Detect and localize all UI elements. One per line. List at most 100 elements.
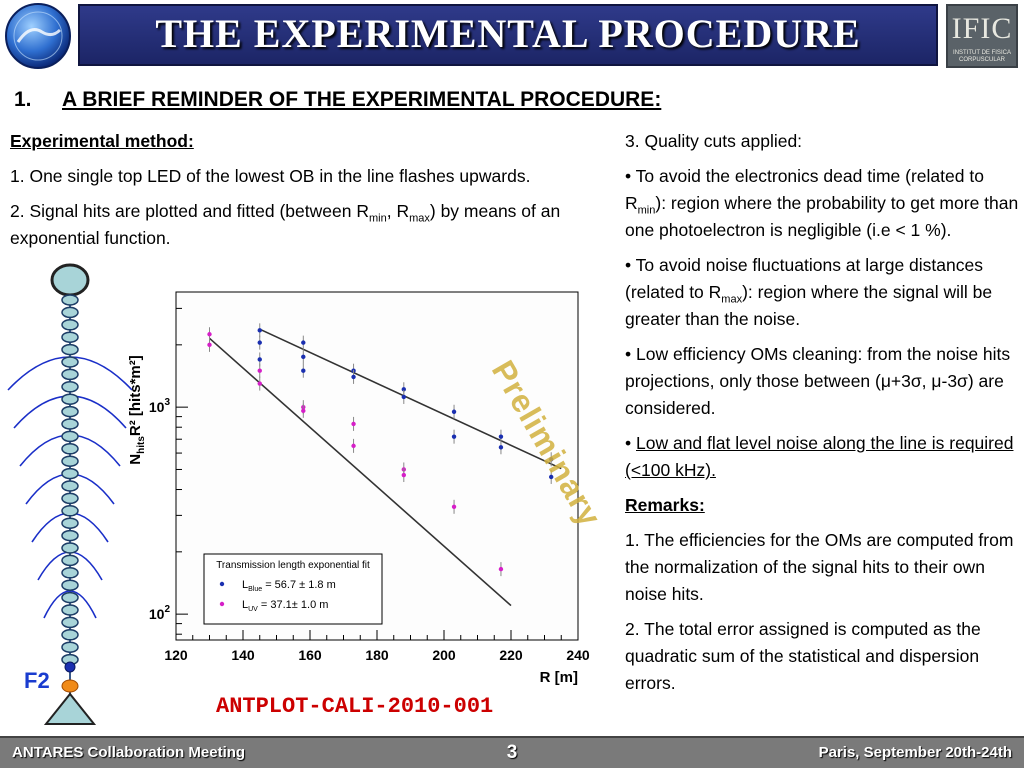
right-column: 3. Quality cuts applied: • To avoid the …	[625, 128, 1021, 705]
optical-module	[61, 319, 79, 331]
data-point-blue	[301, 354, 306, 360]
y-tick-label: 102	[149, 604, 171, 622]
optical-module	[61, 356, 79, 368]
data-point-blue	[498, 434, 504, 439]
optical-module	[61, 480, 79, 492]
data-point-blue	[351, 374, 356, 380]
legend-entry-uv: LUV = 37.1± 1.0 m	[242, 599, 328, 613]
data-point-blue	[257, 328, 262, 333]
footer-date: Paris, September 20th-24th	[818, 744, 1012, 761]
legend-entry-blue: LBlue = 56.7 ± 1.8 m	[242, 579, 336, 593]
optical-module	[61, 430, 79, 443]
x-axis-title: R [m]	[540, 669, 578, 686]
fit-line-blue	[259, 328, 562, 470]
section-heading: 1. A BRIEF REMINDER OF THE EXPERIMENTAL P…	[14, 88, 661, 112]
optical-module	[61, 393, 79, 405]
cut-noise-fluctuations: • To avoid noise fluctuations at large d…	[625, 255, 993, 329]
optical-module	[61, 554, 79, 567]
detector-line-diagram	[7, 263, 133, 725]
optical-module	[61, 306, 79, 319]
left-column: Experimental method: 1. One single top L…	[10, 128, 610, 260]
remark-1: 1. The efficiencies for the OMs are comp…	[625, 530, 1014, 604]
y-tick-label: 103	[149, 397, 171, 415]
data-point-uv	[207, 332, 212, 337]
cut-low-efficiency: • Low efficiency OMs cleaning: from the …	[625, 344, 1011, 418]
data-point-uv	[351, 443, 356, 449]
optical-module	[61, 505, 79, 517]
optical-module	[61, 542, 79, 554]
data-point-blue	[301, 340, 306, 345]
legend-marker-blue	[219, 581, 225, 587]
plot-reference: ANTPLOT-CALI-2010-001	[216, 694, 494, 719]
optical-module	[61, 381, 79, 393]
data-point-blue	[401, 394, 406, 400]
page-number: 3	[506, 742, 518, 763]
data-point-blue	[301, 368, 306, 373]
top-buoy	[50, 263, 90, 297]
bss-marker	[61, 679, 79, 693]
optical-module	[61, 455, 79, 467]
optical-module	[61, 405, 79, 418]
legend-box	[203, 553, 383, 625]
remark-2: 2. The total error assigned is computed …	[625, 619, 981, 693]
optical-module	[61, 591, 79, 604]
transmission-length-plot: 120 140 160 180 200 220 240 103 102 R [m] NhitsR² …	[127, 291, 590, 686]
data-point-uv	[451, 504, 457, 510]
data-point-blue	[549, 457, 554, 462]
legend-marker-uv	[219, 601, 225, 607]
optical-module	[61, 604, 79, 616]
x-tick-label: 240	[566, 647, 590, 663]
remarks-heading: Remarks:	[625, 495, 705, 515]
data-point-uv	[301, 408, 306, 414]
data-point-blue	[498, 445, 504, 450]
data-point-uv	[401, 472, 406, 478]
optical-module	[61, 517, 79, 529]
data-point-uv	[207, 342, 212, 348]
optical-module	[61, 467, 79, 480]
optical-module	[61, 529, 79, 542]
method-step-1: 1. One single top LED of the lowest OB i…	[10, 166, 531, 186]
data-point-uv	[257, 368, 262, 373]
quality-cuts-heading: 3. Quality cuts applied:	[625, 131, 803, 151]
optical-module	[61, 567, 79, 579]
optical-module	[61, 343, 79, 356]
ific-logo: IFIC INSTITUT DE FISICA CORPUSCULAR	[946, 4, 1018, 68]
optical-module	[61, 368, 79, 381]
section-title: A BRIEF REMINDER OF THE EXPERIMENTAL PRO…	[62, 88, 662, 111]
data-point-uv	[498, 566, 504, 572]
optical-module	[61, 294, 79, 306]
f2-label: F2	[24, 668, 50, 693]
data-point-blue	[257, 340, 262, 345]
light-arc	[43, 590, 97, 619]
optical-module	[61, 443, 79, 455]
optical-module	[61, 629, 79, 641]
ific-logo-subtext: INSTITUT DE FISICA CORPUSCULAR	[953, 50, 1011, 63]
x-tick-label: 160	[298, 647, 322, 663]
data-point-blue	[401, 387, 406, 392]
x-tick-label: 180	[365, 647, 389, 663]
data-point-blue	[257, 357, 262, 362]
anchor-triangle	[43, 692, 97, 725]
data-point-uv	[351, 421, 356, 427]
optical-module	[61, 418, 79, 430]
x-tick-label: 120	[164, 647, 188, 663]
data-point-blue	[451, 434, 457, 439]
data-point-uv	[257, 381, 262, 386]
optical-module	[61, 641, 79, 653]
optical-module	[61, 579, 79, 591]
data-point-blue	[451, 409, 457, 414]
cut-dead-time: • To avoid the electronics dead time (re…	[625, 166, 1019, 240]
ific-logo-text: IFIC	[951, 12, 1013, 45]
y-axis-title: NhitsR² [hits*m²]	[127, 355, 147, 464]
method-step-2: 2. Signal hits are plotted and fitted (b…	[10, 201, 561, 248]
optical-module	[61, 616, 79, 629]
section-number: 1.	[14, 88, 32, 111]
optical-module	[61, 331, 79, 343]
cut-low-noise: • Low and flat level noise along the lin…	[625, 433, 1014, 480]
slide-title: THE EXPERIMENTAL PROCEDURE	[155, 11, 861, 56]
footer-bar: ANTARES Collaboration Meeting 3 Paris, S…	[0, 736, 1024, 768]
optical-module	[61, 492, 79, 505]
title-bar	[78, 4, 938, 66]
x-tick-label: 220	[499, 647, 523, 663]
antares-logo	[4, 2, 72, 70]
